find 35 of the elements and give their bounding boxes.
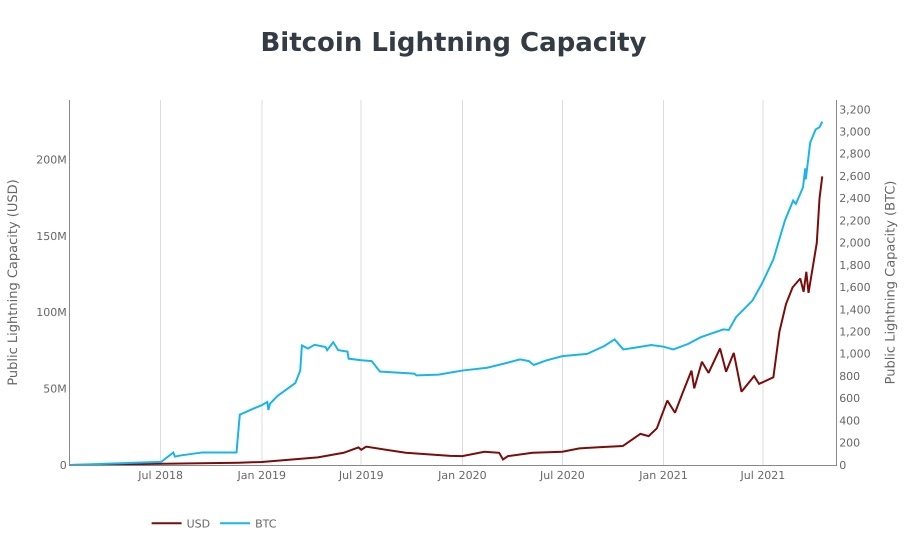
y2-tick-label: 3,200 [839,103,871,116]
y2-tick-label: 800 [839,370,860,383]
y2-tick-label: 1,200 [839,326,871,339]
y-tick-label: 100M [36,306,67,320]
y2-tick-label: 2,600 [839,170,871,183]
y2-tick-label: 2,000 [839,236,871,250]
y-axis-title: Public Lightning Capacity (USD) [6,179,22,386]
x-tick-label: Jan 2020 [437,469,487,482]
y2-tick-label: 600 [839,392,860,406]
y2-tick-label: 1,000 [839,348,871,361]
x-tick-label: Jan 2021 [638,469,688,482]
legend-label: USD [186,518,210,531]
legend-label: BTC [255,518,277,531]
chart-title: Bitcoin Lightning Capacity [260,28,647,58]
x-tick-label: Jan 2019 [236,469,286,482]
y2-tick-label: 1,600 [839,281,871,294]
y2-tick-label: 400 [839,414,860,428]
y-tick-label: 150M [36,230,67,243]
y2-tick-label: 0 [839,458,846,472]
x-tick-label: Jul 2020 [538,469,585,482]
y2-tick-label: 1,400 [839,303,871,316]
y-tick-label: 0 [60,458,67,472]
y2-tick-label: 200 [839,436,860,450]
y2-tick-label: 1,800 [839,258,871,272]
y2-axis-title: Public Lightning Capacity (BTC) [883,180,898,384]
x-tick-label: Jul 2018 [137,469,184,482]
y2-tick-label: 3,000 [839,126,871,139]
y2-tick-label: 2,400 [839,192,871,206]
y2-tick-label: 2,200 [839,214,871,228]
line-series [70,120,824,465]
y-tick-label: 200M [36,153,67,166]
x-tick-label: Jul 2021 [740,469,786,482]
x-tick-label: Jul 2019 [338,469,384,482]
y-tick-label: 50M [43,382,67,396]
y2-tick-label: 2,800 [839,148,871,161]
